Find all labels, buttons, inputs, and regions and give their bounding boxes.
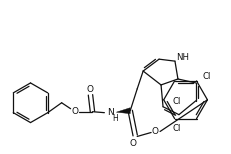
Text: Cl: Cl xyxy=(173,124,181,133)
Text: NH: NH xyxy=(176,53,189,62)
Text: O: O xyxy=(130,139,137,148)
Text: O: O xyxy=(152,127,158,136)
Text: H: H xyxy=(112,114,118,123)
Polygon shape xyxy=(116,108,130,114)
Text: Cl: Cl xyxy=(202,72,211,81)
Text: N: N xyxy=(107,108,114,117)
Text: O: O xyxy=(71,107,78,116)
Text: Cl: Cl xyxy=(173,97,181,106)
Text: O: O xyxy=(87,85,94,94)
